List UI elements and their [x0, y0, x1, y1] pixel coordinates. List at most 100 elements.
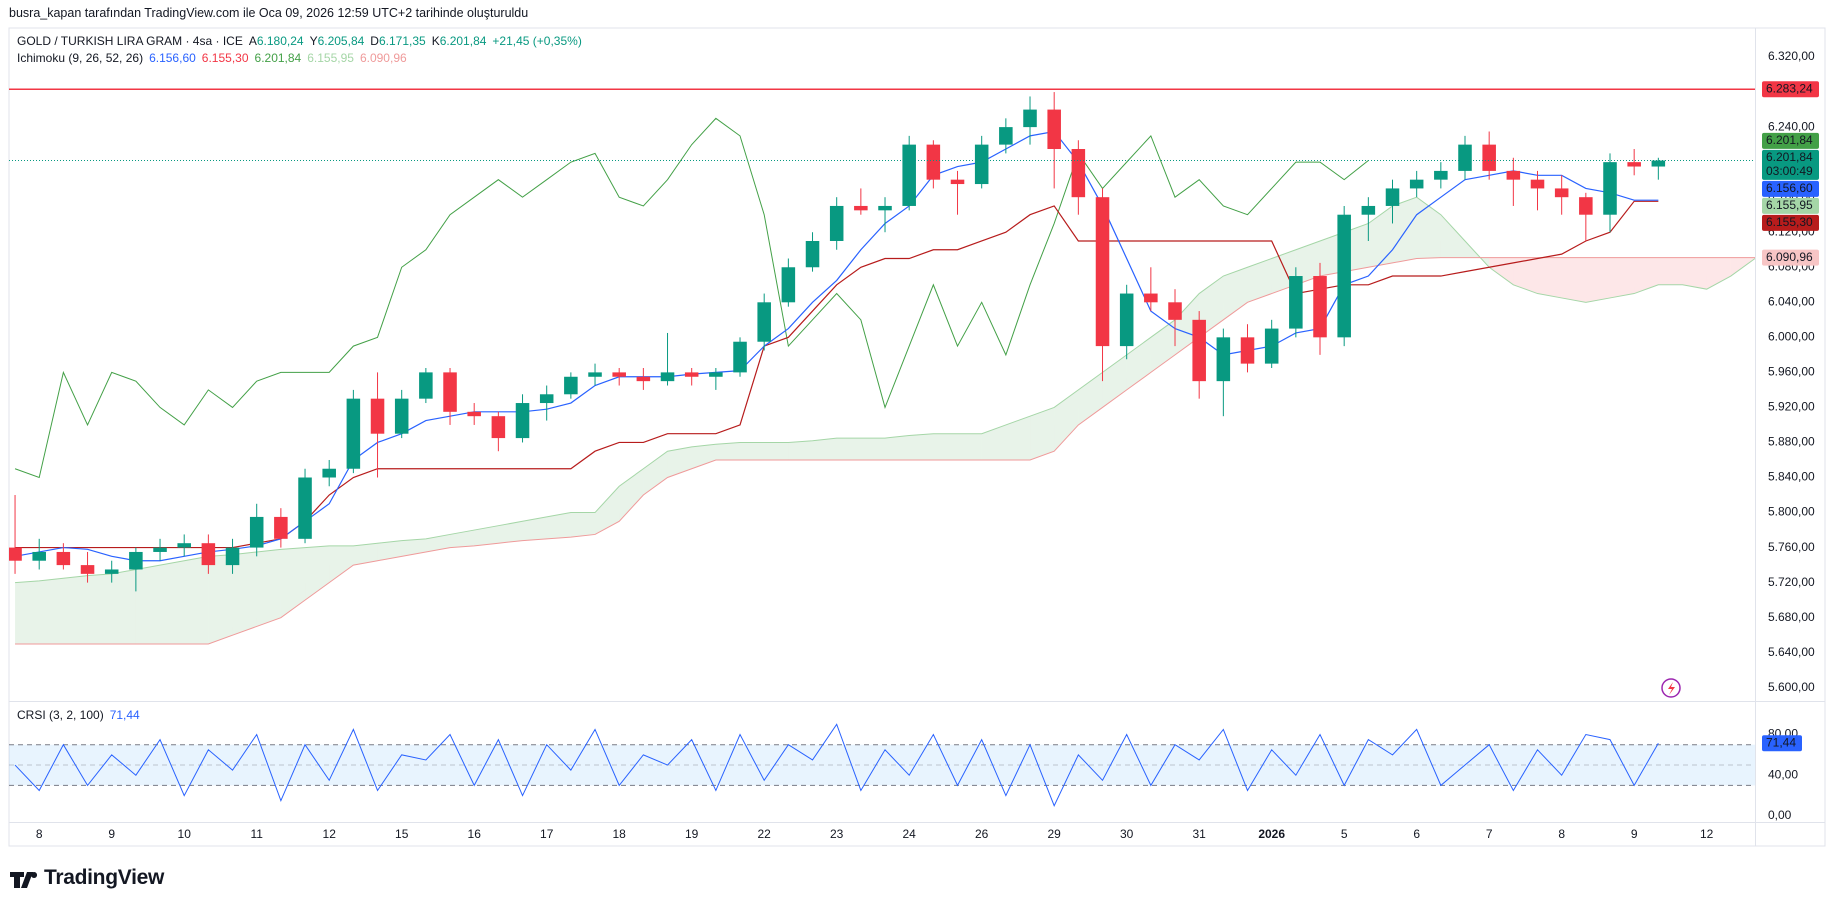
ohlc-value: 6.171,35: [378, 34, 426, 48]
countdown-label: 03:00:49: [1766, 164, 1813, 178]
cloud-segment: [1150, 319, 1176, 373]
cloud-segment: [1247, 258, 1272, 303]
cloud-segment: [957, 433, 982, 460]
span-b-line: [15, 257, 1755, 645]
cloud-segment: [1368, 205, 1393, 268]
crsi-line: [14, 723, 1659, 807]
indicator-value: 6.155,95: [307, 51, 354, 65]
price-label-box: [1762, 197, 1819, 214]
ohlc-item: Y6.205,84: [310, 34, 365, 48]
x-tick-label: 29: [1048, 827, 1062, 841]
indicator-value: 6.156,60: [149, 51, 196, 65]
cloud-segment: [643, 451, 668, 496]
candle-body: [1651, 160, 1666, 167]
y-tick-label: 6.040,00: [1768, 294, 1815, 308]
cloud-segment: [353, 543, 378, 566]
lagging-line: [14, 117, 1369, 479]
x-tick-label: 15: [395, 827, 409, 841]
candle-body: [1361, 205, 1376, 215]
x-tick-label: 9: [108, 827, 115, 841]
cloud-segment: [595, 486, 620, 535]
x-tick-label: 7: [1486, 827, 1493, 841]
x-tick-label: 6: [1413, 827, 1420, 841]
cloud-segment: [1223, 267, 1248, 320]
x-tick-label: 5: [1341, 827, 1348, 841]
cloud-segment: [1706, 257, 1731, 290]
candle-body: [1434, 170, 1448, 180]
candle-body: [298, 477, 312, 539]
cloud-segment: [1392, 197, 1417, 263]
candle-body: [1337, 214, 1351, 338]
crsi-legend: CRSI (3, 2, 100) 71,44: [17, 708, 146, 722]
x-tick-label: 12: [1700, 827, 1714, 841]
ohlc-value: 6.180,24: [256, 34, 304, 48]
candle-body: [32, 551, 46, 561]
x-tick-label: 10: [178, 827, 192, 841]
cloud-segment: [1489, 257, 1514, 285]
candle-body: [129, 551, 143, 570]
cloud-segment: [1537, 257, 1562, 298]
cloud-segment: [1102, 354, 1127, 408]
cloud-segment: [1440, 214, 1466, 258]
cloud-segment: [1610, 257, 1635, 298]
chart-frame: [8, 27, 1826, 847]
y-tick-label: 6.240,00: [1768, 119, 1815, 133]
candle-body: [201, 543, 216, 566]
indicator-value: 6.090,96: [359, 51, 407, 65]
cloud-segment: [619, 468, 644, 522]
x-tick-label: 2026: [1258, 827, 1285, 841]
price-label: 6.283,24: [1766, 81, 1813, 95]
y-tick-label: 5.960,00: [1768, 365, 1815, 379]
cloud-segment: [570, 512, 596, 538]
candle-body: [1144, 293, 1158, 303]
crsi-value: 71,44: [109, 708, 140, 722]
candle-body: [1192, 319, 1206, 382]
x-tick-label: 12: [323, 827, 337, 841]
alert-bolt: [1668, 682, 1675, 695]
y-tick-label: 5.840,00: [1768, 470, 1815, 484]
cloud-segment: [1634, 257, 1659, 294]
x-tick-label: 23: [830, 827, 844, 841]
symbol: GOLD / TURKISH LIRA GRAM · 4sa · ICE: [17, 34, 243, 48]
candle-body: [1627, 162, 1641, 167]
rsi-tick-label: 0,00: [1768, 808, 1792, 822]
x-tick-label: 19: [685, 827, 699, 841]
cloud-segment: [474, 525, 499, 546]
cloud-segment: [1585, 257, 1611, 303]
candle-body: [322, 468, 336, 478]
indicator-name: Ichimoku (9, 26, 52, 26): [17, 51, 144, 65]
candle-body: [805, 240, 820, 268]
x-tick-label: 30: [1120, 827, 1134, 841]
y-tick-label: 5.760,00: [1768, 540, 1815, 554]
candle-body: [467, 411, 481, 417]
indicator-legend: Ichimoku (9, 26, 52, 26) 6.156,60 6.155,30…: [17, 51, 413, 65]
candle-body: [1240, 337, 1255, 364]
y-tick-label: 6.000,00: [1768, 330, 1815, 344]
candle-body: [878, 205, 892, 211]
candle-body: [1409, 179, 1424, 189]
candle-body: [1168, 302, 1182, 320]
change: +21,45 (+0,35%): [492, 34, 582, 48]
x-tick-label: 16: [468, 827, 482, 841]
candle-body: [1482, 144, 1496, 171]
logo-icon: [10, 872, 38, 888]
candle-body: [974, 144, 989, 185]
alert-icon[interactable]: [1661, 678, 1681, 698]
candle-body: [491, 416, 506, 439]
candle-body: [153, 547, 167, 552]
y-tick-label: 5.920,00: [1768, 400, 1815, 414]
price-label: 6.090,96: [1766, 250, 1813, 264]
candle-body: [1289, 276, 1303, 329]
ohlc-item: K6.201,84: [432, 34, 487, 48]
cloud-segment: [208, 554, 233, 644]
cloud-segment: [232, 551, 257, 636]
cloud-segment: [667, 446, 692, 478]
candle-body: [1095, 197, 1110, 347]
candle-body: [1313, 276, 1327, 338]
candle-body: [104, 569, 119, 574]
rsi-value-box: [1762, 735, 1802, 752]
price-label-box: [1762, 132, 1819, 149]
cloud-segment: [329, 545, 354, 583]
y-tick-label: 5.720,00: [1768, 575, 1815, 589]
